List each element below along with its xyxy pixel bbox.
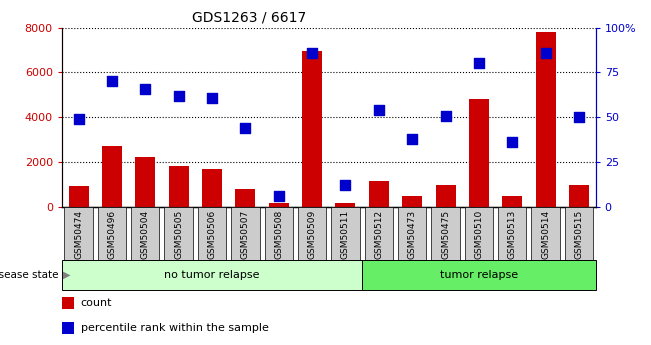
Bar bbox=[469, 99, 489, 207]
Point bbox=[74, 116, 84, 122]
Point bbox=[407, 136, 417, 141]
Point bbox=[374, 107, 384, 113]
Bar bbox=[169, 166, 189, 207]
Point bbox=[107, 79, 117, 84]
Bar bbox=[302, 51, 322, 207]
FancyBboxPatch shape bbox=[365, 207, 393, 260]
Bar bbox=[62, 260, 362, 290]
Text: GSM50475: GSM50475 bbox=[441, 210, 450, 259]
Text: no tumor relapse: no tumor relapse bbox=[164, 270, 260, 280]
Text: GSM50513: GSM50513 bbox=[508, 210, 517, 259]
FancyBboxPatch shape bbox=[231, 207, 260, 260]
FancyBboxPatch shape bbox=[398, 207, 426, 260]
Bar bbox=[402, 196, 422, 207]
Point bbox=[540, 50, 551, 56]
Text: GSM50504: GSM50504 bbox=[141, 210, 150, 259]
Bar bbox=[369, 181, 389, 207]
Text: disease state: disease state bbox=[0, 270, 59, 280]
Point bbox=[273, 194, 284, 199]
Bar bbox=[269, 203, 289, 207]
Text: GSM50512: GSM50512 bbox=[374, 210, 383, 259]
Bar bbox=[569, 185, 589, 207]
FancyBboxPatch shape bbox=[64, 207, 92, 260]
FancyBboxPatch shape bbox=[98, 207, 126, 260]
Point bbox=[507, 140, 518, 145]
Text: GSM50509: GSM50509 bbox=[307, 210, 316, 259]
FancyBboxPatch shape bbox=[565, 207, 593, 260]
FancyBboxPatch shape bbox=[298, 207, 326, 260]
Bar bbox=[62, 297, 74, 309]
Bar bbox=[68, 186, 89, 207]
Text: GDS1263 / 6617: GDS1263 / 6617 bbox=[191, 10, 306, 24]
FancyBboxPatch shape bbox=[198, 207, 226, 260]
Bar bbox=[362, 260, 596, 290]
FancyBboxPatch shape bbox=[331, 207, 359, 260]
Bar bbox=[236, 189, 255, 207]
Text: GSM50507: GSM50507 bbox=[241, 210, 250, 259]
Bar bbox=[503, 196, 522, 207]
Point bbox=[307, 50, 317, 56]
Bar bbox=[135, 157, 155, 207]
Text: GSM50514: GSM50514 bbox=[541, 210, 550, 259]
Text: tumor relapse: tumor relapse bbox=[440, 270, 518, 280]
Bar bbox=[202, 169, 222, 207]
Text: percentile rank within the sample: percentile rank within the sample bbox=[81, 323, 268, 333]
FancyBboxPatch shape bbox=[131, 207, 159, 260]
Text: GSM50508: GSM50508 bbox=[274, 210, 283, 259]
Point bbox=[140, 86, 150, 91]
Text: count: count bbox=[81, 298, 112, 308]
Bar bbox=[536, 32, 556, 207]
Text: GSM50515: GSM50515 bbox=[574, 210, 583, 259]
Text: GSM50473: GSM50473 bbox=[408, 210, 417, 259]
Bar bbox=[102, 146, 122, 207]
Text: GSM50496: GSM50496 bbox=[107, 210, 117, 259]
Text: GSM50511: GSM50511 bbox=[341, 210, 350, 259]
Bar bbox=[436, 185, 456, 207]
Text: GSM50506: GSM50506 bbox=[208, 210, 217, 259]
FancyBboxPatch shape bbox=[498, 207, 527, 260]
Point bbox=[240, 125, 251, 131]
Point bbox=[474, 61, 484, 66]
Text: GSM50505: GSM50505 bbox=[174, 210, 183, 259]
Text: GSM50474: GSM50474 bbox=[74, 210, 83, 259]
Point bbox=[207, 95, 217, 100]
Text: GSM50510: GSM50510 bbox=[475, 210, 484, 259]
Bar bbox=[335, 203, 355, 207]
FancyBboxPatch shape bbox=[531, 207, 560, 260]
Point bbox=[173, 93, 184, 99]
Point bbox=[440, 113, 450, 118]
FancyBboxPatch shape bbox=[465, 207, 493, 260]
Bar bbox=[62, 322, 74, 334]
Text: ▶: ▶ bbox=[63, 270, 71, 280]
FancyBboxPatch shape bbox=[165, 207, 193, 260]
FancyBboxPatch shape bbox=[264, 207, 293, 260]
FancyBboxPatch shape bbox=[432, 207, 460, 260]
Point bbox=[574, 115, 584, 120]
Point bbox=[340, 183, 351, 188]
